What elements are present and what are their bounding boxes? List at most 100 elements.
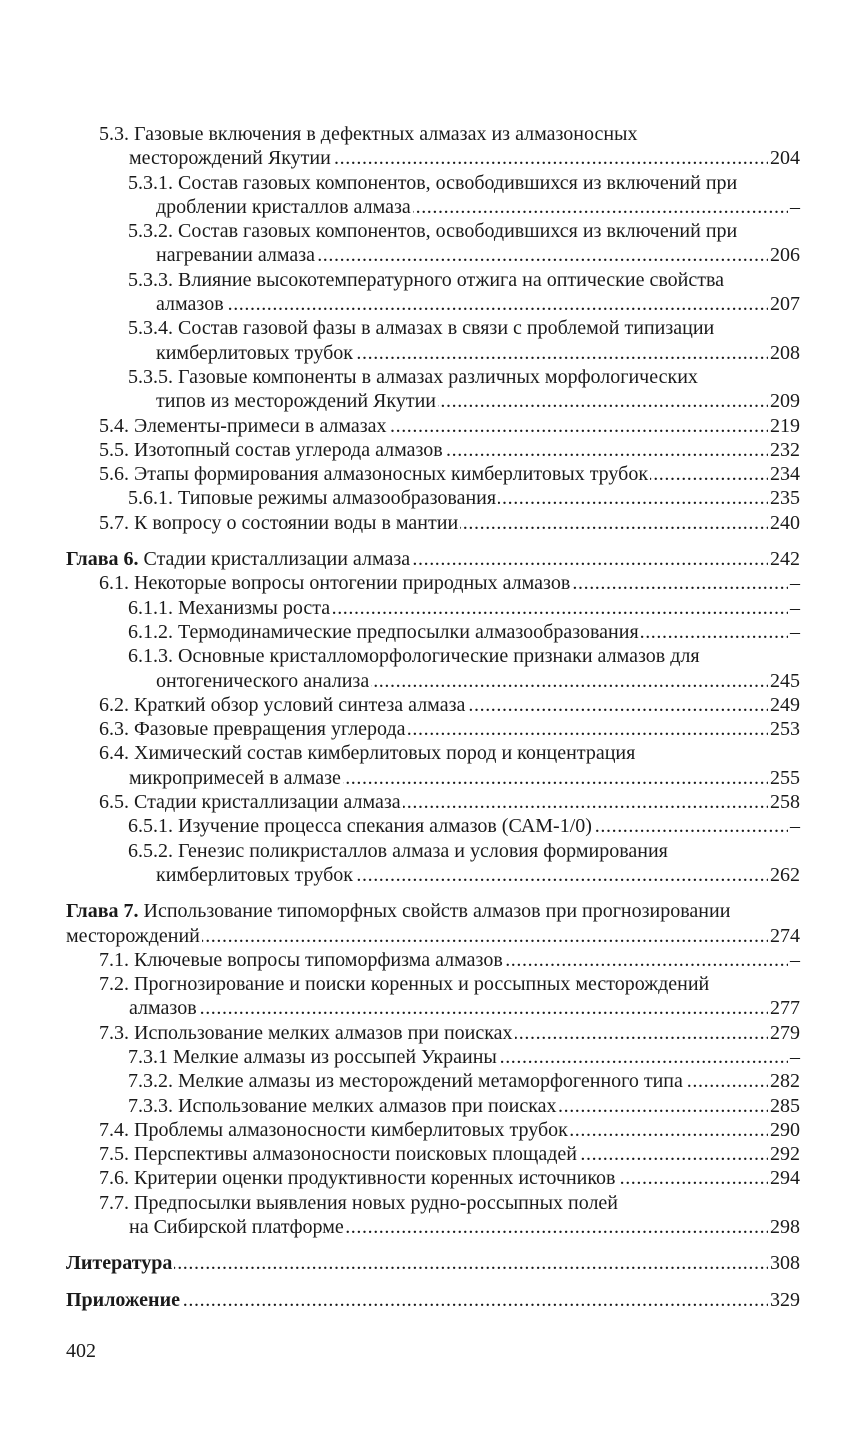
toc-entry-page: 277 [770, 997, 800, 1020]
toc-entry-line: 6.3. Фазовые превращения углерода 253 [66, 717, 800, 741]
toc-entry-title: Критерии оценки продуктивности коренных … [134, 1167, 616, 1190]
toc-entry-number: 5.3.3. [128, 268, 173, 291]
toc-entry-line: Литература 308 [66, 1251, 800, 1275]
toc-entry-line: 5.3.5. Газовые компоненты в алмазах разл… [66, 365, 800, 389]
dot-leader [182, 1288, 768, 1312]
toc-entry-title: на Сибирской платформе [129, 1216, 344, 1239]
toc-entry-page: 282 [770, 1070, 800, 1093]
dot-leader [202, 924, 768, 948]
dot-leader [355, 341, 768, 365]
toc-entry-line: 5.3.2. Состав газовых компонентов, освоб… [66, 219, 800, 243]
toc-entry-number: 6.2. [99, 693, 129, 716]
toc-entry-page: 258 [770, 791, 800, 814]
toc-entry-page: 234 [770, 463, 800, 486]
toc-entry-line: 5.6. Этапы формирования алмазоносных ким… [66, 462, 800, 486]
toc-entry-line: 6.5.2. Генезис поликристаллов алмаза и у… [66, 839, 800, 863]
toc-entry-title: типов из месторождений Якутии [156, 390, 436, 413]
toc-entry: 6.1.1. Механизмы роста – [66, 596, 800, 620]
toc-entry-title: Изучение процесса спекания алмазов (САМ-… [178, 815, 592, 838]
toc-entry-line: Глава 7. Использование типоморфных свойс… [66, 899, 800, 923]
dot-leader [515, 1021, 768, 1045]
toc-entry-page: 219 [770, 414, 800, 437]
dot-leader [618, 1166, 768, 1190]
toc-entry-line: микропримесей в алмазе 255 [66, 766, 800, 790]
dot-leader [460, 511, 768, 535]
toc-entry-title: Состав газовых компонентов, освободивших… [178, 171, 738, 194]
toc-entry-page: 249 [770, 693, 800, 716]
toc-entry-title: Состав газовых компонентов, освободивших… [178, 220, 738, 243]
dot-leader [355, 863, 768, 887]
dot-leader [498, 486, 768, 510]
toc-entry-line: месторождений 274 [66, 924, 800, 948]
toc-entry-number: 7.3. [99, 1021, 129, 1044]
dot-leader [346, 1215, 768, 1239]
dot-leader [389, 414, 768, 438]
toc-entry: 5.3. Газовые включения в дефектных алмаз… [66, 122, 800, 171]
toc-entry-number: 5.5. [99, 438, 129, 461]
toc-entry-page: 242 [770, 548, 800, 571]
toc-entry-line: 5.7. К вопросу о состоянии воды в мантии… [66, 511, 800, 535]
toc-entry-number: 5.6. [99, 463, 129, 486]
toc-entry-page: 262 [770, 863, 800, 886]
toc-entry-number: 5.3. [99, 123, 129, 145]
toc-entry-page: 329 [770, 1288, 800, 1311]
toc-entry-title: микропримесей в алмазе [129, 766, 341, 789]
toc-entry-title: Влияние высокотемпературного отжига на о… [178, 268, 725, 291]
toc-entry-line: 6.4. Химический состав кимберлитовых пор… [66, 741, 800, 765]
toc-entry-number: 6.1.2. [128, 620, 173, 643]
dot-leader [408, 717, 768, 741]
dot-leader [505, 948, 788, 972]
toc-entry-number: 7.4. [99, 1118, 129, 1141]
toc-entry-number: 7.3.1 [128, 1045, 168, 1068]
dot-leader [559, 1094, 768, 1118]
toc-entry: 7.5. Перспективы алмазоносности поисковы… [66, 1142, 800, 1166]
toc-entry-line: 6.2. Краткий обзор условий синтеза алмаз… [66, 693, 800, 717]
toc-entry-title: Использование мелких алмазов при поисках [178, 1094, 557, 1117]
toc-entry: 5.7. К вопросу о состоянии воды в мантии… [66, 511, 800, 535]
toc-entry-number: 6.3. [99, 718, 129, 741]
toc-entry-line: кимберлитовых трубок 208 [66, 341, 800, 365]
toc-entry-title: Типовые режимы алмазообразования [178, 487, 497, 510]
toc-entry-page: 204 [770, 147, 800, 170]
toc-entry: 6.2. Краткий обзор условий синтеза алмаз… [66, 693, 800, 717]
dot-leader [445, 438, 768, 462]
toc-entry-line: 5.6.1. Типовые режимы алмазообразования … [66, 486, 800, 510]
toc-entry-number: 5.3.1. [128, 171, 173, 194]
toc-entry-line: 7.3. Использование мелких алмазов при по… [66, 1021, 800, 1045]
toc-entry-page: 206 [770, 244, 800, 267]
toc-entry-line: 6.1.3. Основные кристалломорфологические… [66, 644, 800, 668]
toc-entry-number: Глава 7. [66, 900, 139, 923]
toc-entry-page: – [790, 195, 800, 218]
toc-entry-number: 7.6. [99, 1167, 129, 1190]
toc-entry: 5.6. Этапы формирования алмазоносных ким… [66, 462, 800, 486]
toc-entry-title: Использование типоморфных свойств алмазо… [143, 900, 731, 923]
toc-entry: 5.3.1. Состав газовых компонентов, освоб… [66, 171, 800, 220]
dot-leader [467, 693, 768, 717]
toc-entry: 5.3.4. Состав газовой фазы в алмазах в с… [66, 316, 800, 365]
toc-entry-page: 209 [770, 390, 800, 413]
toc-entry-page: 285 [770, 1094, 800, 1117]
toc-entry-line: 6.5. Стадии кристаллизации алмаза 258 [66, 790, 800, 814]
toc-entry-title: Некоторые вопросы онтогении природных ал… [134, 572, 571, 595]
toc-entry-page: 274 [770, 924, 800, 947]
toc-entry: 6.3. Фазовые превращения углерода 253 [66, 717, 800, 741]
toc-entry-title: алмазов [156, 293, 224, 316]
toc-entry-number: 6.5.2. [128, 839, 173, 862]
toc-entry: 7.3.3. Использование мелких алмазов при … [66, 1094, 800, 1118]
toc-entry: Глава 7. Использование типоморфных свойс… [66, 899, 800, 948]
toc-entry-number: 6.5. [99, 791, 129, 814]
toc-entry-title: К вопросу о состоянии воды в мантии [134, 511, 459, 534]
toc-entry-number: Литература [66, 1252, 173, 1275]
toc-entry-title: Перспективы алмазоносности поисковых пло… [134, 1143, 577, 1166]
toc-entry-line: 7.6. Критерии оценки продуктивности коре… [66, 1166, 800, 1190]
toc-entry-page: – [790, 620, 800, 643]
toc-entry-page: 232 [770, 438, 800, 461]
toc-entry-number: 7.2. [99, 973, 129, 996]
toc-entry: 5.5. Изотопный состав углерода алмазов 2… [66, 438, 800, 462]
toc-entry-title: Газовые включения в дефектных алмазах из… [134, 123, 638, 145]
dot-leader [333, 146, 768, 170]
toc-entry-number: 7.3.2. [128, 1070, 173, 1093]
dot-leader [685, 1069, 768, 1093]
toc-entry-number: 6.1.1. [128, 596, 173, 619]
toc-entry-number: 6.4. [99, 742, 129, 765]
